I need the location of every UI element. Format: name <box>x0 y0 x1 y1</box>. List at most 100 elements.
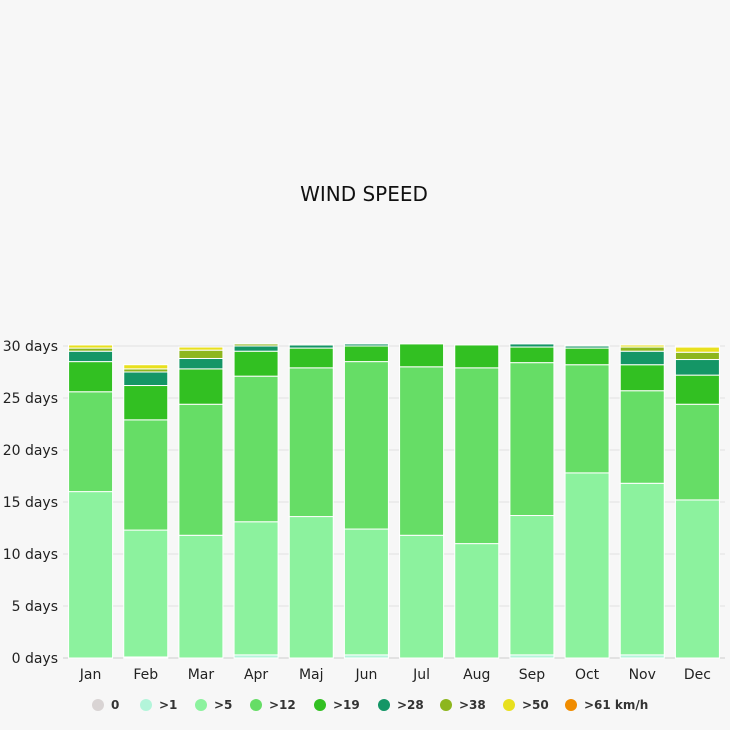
bar-segment[interactable] <box>454 367 500 545</box>
legend-swatch <box>314 699 326 711</box>
legend-label: 0 <box>111 698 119 712</box>
x-tick-label: Jul <box>412 667 430 683</box>
legend-item[interactable]: >28 <box>378 698 424 712</box>
bar-segment[interactable] <box>68 491 114 659</box>
bar-segment[interactable] <box>288 516 334 659</box>
bar-segment[interactable] <box>564 472 610 659</box>
legend-swatch <box>565 699 577 711</box>
bar-segment[interactable] <box>674 346 720 353</box>
legend-item[interactable]: >38 <box>440 698 486 712</box>
bar-segment[interactable] <box>123 364 169 370</box>
legend-swatch <box>195 699 207 711</box>
bar-segment[interactable] <box>123 385 169 421</box>
bar-segment[interactable] <box>68 344 114 349</box>
bar-segment[interactable] <box>233 345 279 352</box>
legend-swatch <box>250 699 262 711</box>
bar-segment[interactable] <box>123 371 169 387</box>
bar-segment[interactable] <box>619 346 665 352</box>
legend-item[interactable]: >12 <box>250 698 296 712</box>
bar-segment[interactable] <box>619 482 665 656</box>
bar-segment[interactable] <box>343 528 389 656</box>
bar-segment[interactable] <box>619 350 665 366</box>
x-tick-label: Oct <box>575 667 600 683</box>
bar-segment[interactable] <box>674 345 720 348</box>
legend-label: >38 <box>459 698 486 712</box>
bar-segment[interactable] <box>674 374 720 405</box>
x-tick-label: Jun <box>354 667 377 683</box>
bar-segment[interactable] <box>454 543 500 659</box>
bar-segment[interactable] <box>68 391 114 493</box>
bar-segment[interactable] <box>178 403 224 536</box>
bar-segment[interactable] <box>233 343 279 347</box>
bar-segment[interactable] <box>399 366 445 536</box>
bar-segment[interactable] <box>178 349 224 359</box>
bar-segment[interactable] <box>123 419 169 531</box>
bar-segment[interactable] <box>178 357 224 370</box>
bar-segment[interactable] <box>509 346 555 364</box>
x-tick-label: Apr <box>244 667 268 683</box>
bar-segment[interactable] <box>509 343 555 348</box>
grid-lines <box>63 345 725 659</box>
bar-segment[interactable] <box>564 344 610 347</box>
bar-segment[interactable] <box>178 368 224 405</box>
legend-label: >19 <box>333 698 360 712</box>
legend-item[interactable]: >50 <box>503 698 549 712</box>
bar-segment[interactable] <box>233 375 279 523</box>
bar-segment[interactable] <box>454 344 500 369</box>
legend-item[interactable]: >61 km/h <box>565 698 648 712</box>
bar-segment[interactable] <box>233 350 279 377</box>
y-tick-label: 15 days <box>3 495 58 511</box>
x-tick-label: Aug <box>463 667 490 683</box>
y-tick-label: 10 days <box>3 547 58 563</box>
bar-segment[interactable] <box>343 343 389 347</box>
bar-segment[interactable] <box>288 343 334 346</box>
bar-segment[interactable] <box>674 499 720 659</box>
bar-segment[interactable] <box>233 521 279 656</box>
bar-segment[interactable] <box>343 361 389 530</box>
legend-item[interactable]: >19 <box>314 698 360 712</box>
bar-segment[interactable] <box>564 364 610 474</box>
bar-segment[interactable] <box>619 364 665 392</box>
bar-segment[interactable] <box>509 515 555 656</box>
legend-label: >28 <box>397 698 424 712</box>
legend-label: >61 km/h <box>584 698 648 712</box>
y-tick-label: 20 days <box>3 443 58 459</box>
bar-segment[interactable] <box>343 345 389 363</box>
bar-segment[interactable] <box>674 359 720 376</box>
legend-label: >50 <box>522 698 549 712</box>
legend-item[interactable]: >5 <box>195 698 232 712</box>
legend-item[interactable]: >1 <box>140 698 177 712</box>
chart-title: WIND SPEED <box>300 182 428 206</box>
y-tick-label: 5 days <box>12 599 58 615</box>
bar-segment[interactable] <box>509 362 555 517</box>
bar-segment[interactable] <box>288 367 334 518</box>
legend-swatch <box>378 699 390 711</box>
bar-segment[interactable] <box>674 403 720 501</box>
bar-segment[interactable] <box>123 529 169 658</box>
bar-segment[interactable] <box>619 390 665 484</box>
legend-label: >5 <box>214 698 232 712</box>
bar-segment[interactable] <box>288 347 334 369</box>
bar-segment[interactable] <box>68 350 114 363</box>
bar-segment[interactable] <box>564 347 610 366</box>
x-axis-ticks: Jan Feb Mar Apr Maj Jun Jul Aug Sep Oct Nov Dec <box>79 667 711 683</box>
bar-segment[interactable] <box>619 344 665 348</box>
bar-segment[interactable] <box>399 343 445 368</box>
bar-segment[interactable] <box>178 534 224 659</box>
x-tick-label: Maj <box>299 667 324 683</box>
legend-swatch <box>503 699 515 711</box>
bar-segment[interactable] <box>399 534 445 659</box>
legend-swatch <box>440 699 452 711</box>
y-axis-ticks: 0 days 5 days 10 days 15 days 20 days 25 days… <box>3 339 58 667</box>
bar-segment[interactable] <box>68 361 114 393</box>
y-tick-label: 0 days <box>12 651 58 667</box>
legend-swatch <box>140 699 152 711</box>
bar-segment[interactable] <box>674 351 720 361</box>
legend-item[interactable]: 0 <box>92 698 119 712</box>
bar-segment[interactable] <box>178 346 224 351</box>
x-tick-label: Mar <box>188 667 215 683</box>
x-tick-label: Dec <box>684 667 711 683</box>
bar-stacks <box>68 343 720 659</box>
x-tick-label: Nov <box>629 667 656 683</box>
